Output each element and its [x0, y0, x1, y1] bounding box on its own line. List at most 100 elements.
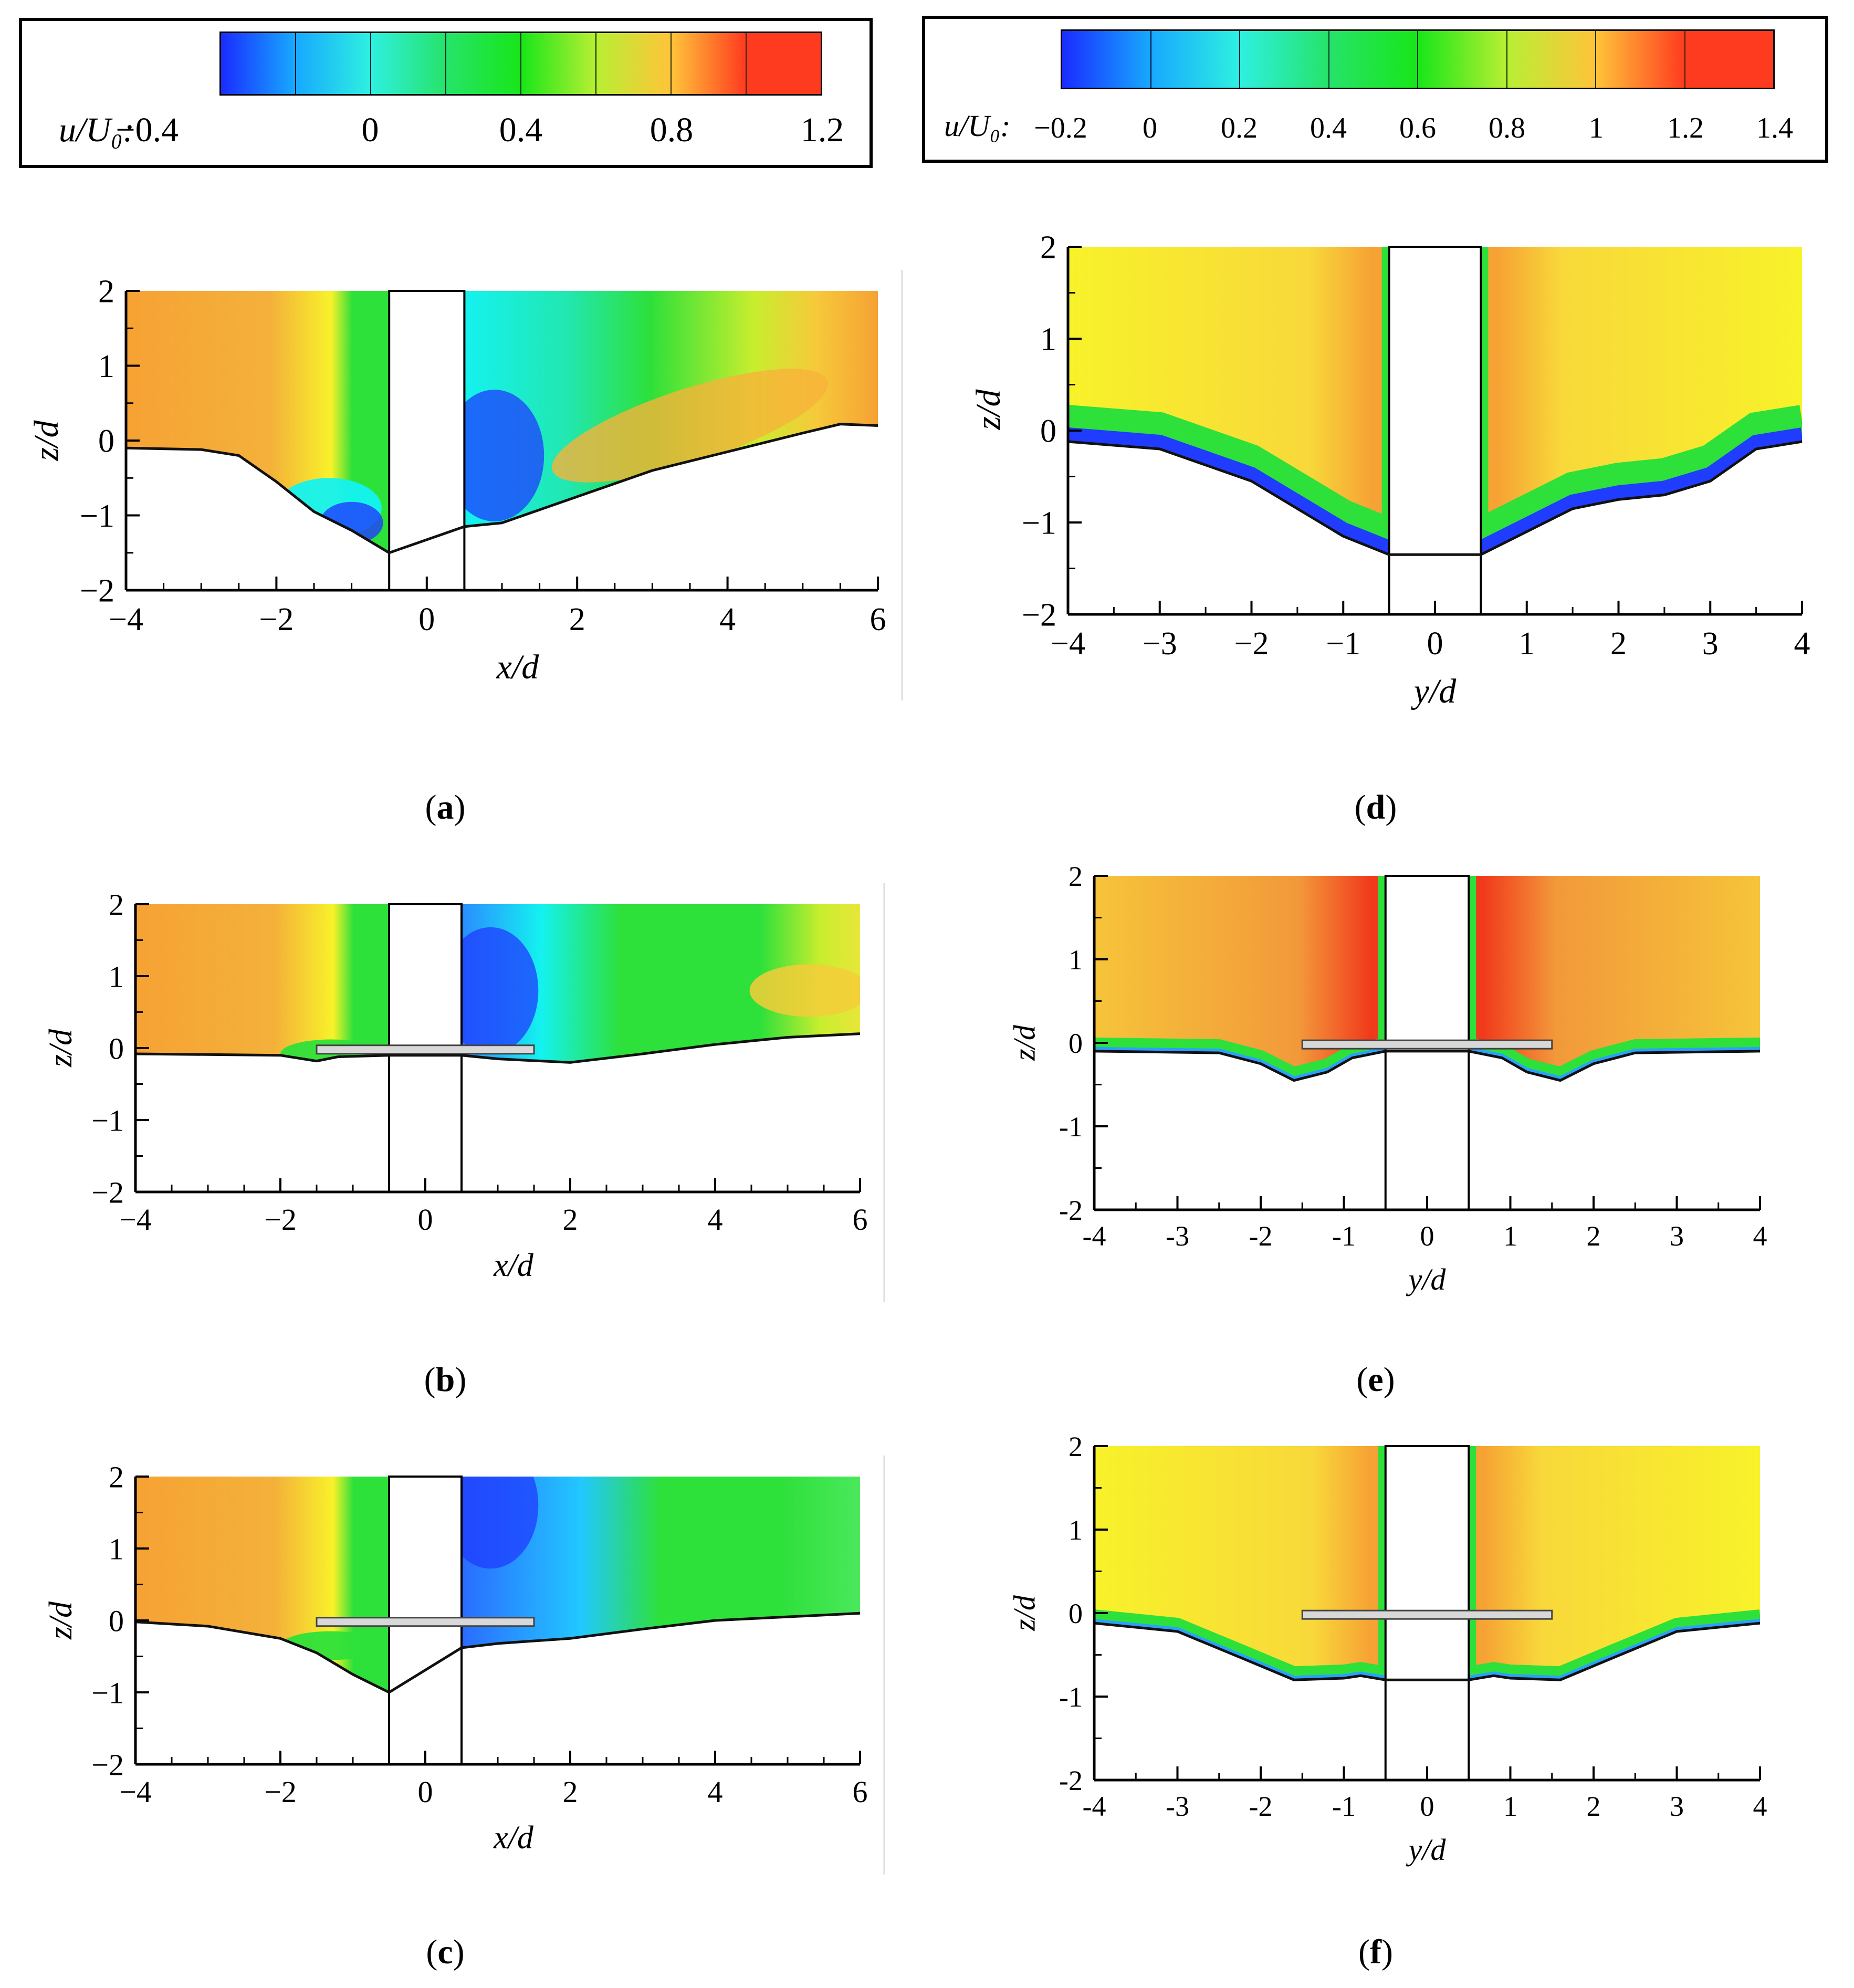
pier — [1388, 246, 1482, 615]
colorbar-segment — [596, 33, 672, 94]
x-tick-label: -1 — [1332, 1791, 1356, 1822]
x-tick-label: 0 — [1420, 1220, 1434, 1252]
colorbar-gradient — [219, 32, 822, 96]
x-axis-label: x/d — [493, 1248, 534, 1283]
panel-caption-e: (e) — [1356, 1361, 1395, 1399]
colorbar-tick-label: 0.8 — [650, 111, 694, 149]
y-tick-label: 2 — [1040, 230, 1056, 266]
x-tick-label: -2 — [1249, 1791, 1273, 1822]
panel-caption-a: (a) — [425, 788, 466, 826]
x-tick-label: −2 — [259, 602, 294, 637]
x-tick-label: 1 — [1503, 1220, 1517, 1252]
y-tick-label: 0 — [1069, 1598, 1083, 1629]
bed-profile — [125, 423, 878, 554]
colorbar-legend-right: u/U₀: −0.2 0 0.2 0.4 0.6 0.8 1 1.2 1.4 — [922, 16, 1828, 163]
colorbar-tick-label: 0.4 — [1310, 112, 1347, 144]
wake-vortex — [443, 927, 539, 1054]
colorbar-segment — [1151, 31, 1240, 88]
y-tick-label: 0 — [109, 1031, 124, 1065]
y-tick-label: 1 — [109, 1532, 124, 1566]
x-tick-label: 1 — [1503, 1791, 1517, 1822]
colorbar-segment — [296, 33, 371, 94]
panel-caption-f: (f) — [1358, 1933, 1393, 1971]
x-tick-label: 2 — [1610, 626, 1627, 662]
x-tick-label: 1 — [1518, 626, 1535, 662]
x-tick-label: −3 — [1143, 626, 1177, 662]
wake-vortex — [443, 1477, 539, 1569]
colorbar-variable-label: u/U₀: — [59, 111, 134, 149]
colorbar-tick-label: 0 — [1143, 112, 1157, 144]
pier-boundary-layer — [1481, 247, 1489, 555]
colorbar-segment — [1685, 31, 1773, 88]
y-tick-label: -2 — [1059, 1195, 1083, 1226]
y-tick-label: 1 — [1069, 1514, 1083, 1546]
horseshoe-core — [320, 501, 383, 544]
y-tick-label: 2 — [109, 887, 124, 922]
x-tick-label: 2 — [563, 1775, 578, 1809]
y-axis-label: z/d — [43, 1029, 79, 1068]
bed-profile — [135, 1612, 861, 1694]
colorbar-segment — [521, 33, 596, 94]
bed-profile — [1094, 1050, 1761, 1082]
y-tick-label: 2 — [1069, 1431, 1083, 1462]
bed-profile — [1094, 1621, 1761, 1681]
x-tick-label: -4 — [1083, 1791, 1106, 1822]
colorbar-variable-label: u/U₀: — [944, 109, 1011, 143]
x-tick-label: 0 — [418, 602, 435, 637]
x-axis-label: y/d — [1406, 1262, 1447, 1296]
y-tick-label: 2 — [109, 1460, 124, 1494]
pier — [388, 290, 466, 591]
x-tick-label: 4 — [1794, 626, 1810, 662]
panel-f: -4 -3 -2 -1 0 1 2 3 4 -2 -1 0 1 2 y/d z/d — [1008, 1431, 1767, 1867]
colorbar-tick-label: 1.2 — [800, 111, 844, 149]
colorbar-segment — [1062, 31, 1151, 88]
shear-layer — [551, 369, 829, 483]
x-axis-label: y/d — [1406, 1833, 1447, 1867]
x-tick-label: -1 — [1332, 1220, 1356, 1252]
y-axis-label: z/d — [43, 1601, 79, 1640]
pier-boundary-layer — [1469, 1446, 1476, 1680]
y-tick-label: 0 — [1069, 1028, 1083, 1059]
x-tick-label: 2 — [1587, 1220, 1601, 1252]
colorbar-gradient — [1061, 29, 1775, 89]
x-tick-label: 3 — [1670, 1220, 1684, 1252]
x-tick-label: 6 — [870, 602, 886, 637]
colorbar-tick-label: −0.4 — [116, 111, 179, 149]
pier-boundary-layer — [1378, 876, 1386, 1081]
x-tick-label: 2 — [569, 602, 585, 637]
upstream-flow — [135, 904, 389, 1063]
x-tick-label: 0 — [418, 1202, 433, 1237]
velocity-field — [126, 291, 878, 553]
x-tick-label: 4 — [719, 602, 736, 637]
y-tick-label: -1 — [1059, 1681, 1083, 1713]
y-tick-label: −1 — [1022, 506, 1056, 541]
pier-boundary-layer — [1378, 1446, 1386, 1680]
x-tick-label: −4 — [119, 1202, 152, 1237]
y-tick-label: −2 — [80, 573, 114, 609]
x-tick-label: 2 — [563, 1202, 578, 1237]
x-tick-label: −2 — [264, 1202, 297, 1237]
x-tick-label: 6 — [853, 1202, 868, 1237]
colorbar-segment — [1329, 31, 1418, 88]
x-tick-label: −2 — [264, 1775, 297, 1809]
y-tick-label: −2 — [91, 1175, 124, 1209]
y-tick-label: 0 — [1040, 414, 1056, 449]
colorbar-tick-label: 1.2 — [1667, 112, 1704, 144]
x-tick-label: 3 — [1702, 626, 1719, 662]
colorbar-tick-label: 0.6 — [1399, 112, 1436, 144]
colorbar-segment — [1596, 31, 1685, 88]
panel-caption-c: (c) — [426, 1933, 465, 1971]
x-tick-label: -2 — [1249, 1220, 1273, 1252]
x-tick-label: −4 — [1051, 626, 1085, 662]
x-tick-label: −1 — [1326, 626, 1360, 662]
y-axis-label: z/d — [1008, 1595, 1042, 1631]
x-tick-label: -3 — [1166, 1791, 1189, 1822]
colorbar-segment — [1240, 31, 1329, 88]
accelerated-flow — [749, 964, 860, 1017]
pier-boundary-layer — [1381, 247, 1389, 555]
near-bed-layer — [1068, 427, 1802, 555]
panel-caption-d: (d) — [1354, 788, 1397, 826]
y-axis-label: z/d — [969, 389, 1008, 430]
